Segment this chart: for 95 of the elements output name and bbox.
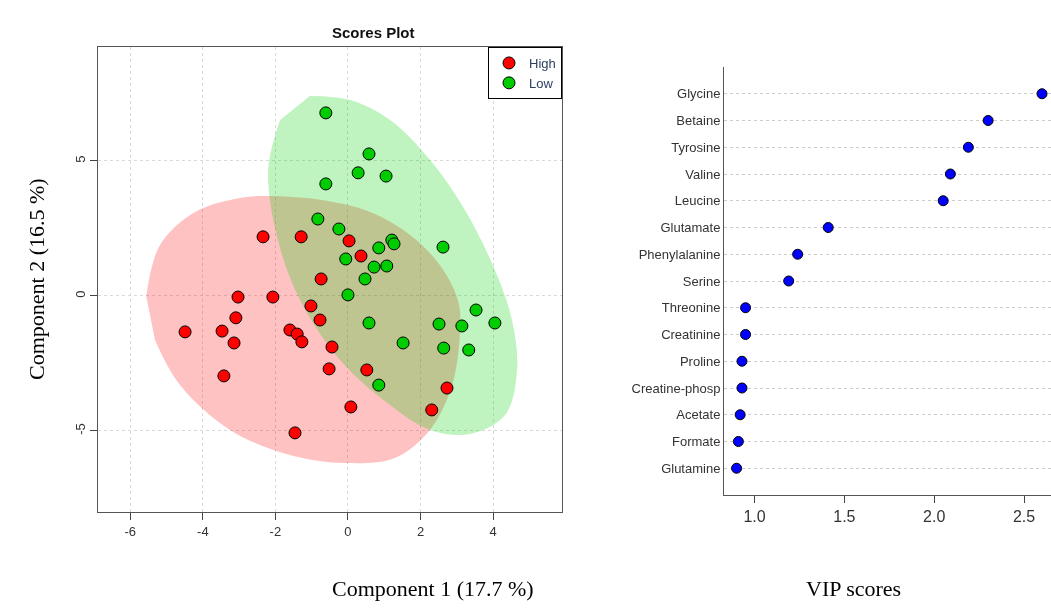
x-tick-label: 2.0: [923, 508, 946, 526]
point: [740, 329, 752, 340]
point: [436, 240, 450, 254]
point: [982, 115, 994, 126]
x-tick-label: -4: [197, 523, 209, 539]
point: [314, 272, 328, 286]
y-tick-label: Acetate: [676, 407, 721, 423]
y-tick-label: Serine: [682, 273, 721, 289]
y-tick-label: Creatine-phosp: [631, 380, 721, 396]
point: [792, 248, 804, 260]
x-axis-title: VIP scores: [806, 576, 902, 601]
point: [295, 335, 309, 349]
legend-label: Low: [529, 75, 554, 91]
point: [462, 343, 476, 357]
point: [178, 325, 192, 339]
point: [344, 400, 358, 414]
y-axis-title: Component 2 (16.5 %): [24, 178, 49, 380]
point: [294, 230, 308, 244]
point: [783, 275, 795, 287]
y-tick-label: Valine: [685, 166, 721, 182]
y-tick-label: Phenylalanine: [638, 246, 721, 262]
point: [937, 195, 949, 207]
point: [354, 249, 368, 263]
point: [488, 316, 502, 330]
y-tick-label: Formate: [671, 434, 721, 450]
y-tick-label: Glutamate: [660, 220, 721, 236]
point: [732, 436, 744, 447]
point: [311, 212, 325, 226]
y-tick-label: Leucine: [674, 193, 721, 209]
point: [325, 340, 339, 354]
point: [372, 378, 386, 392]
point: [342, 234, 356, 248]
y-tick-label: 5: [72, 155, 88, 163]
point: [379, 169, 393, 183]
point: [360, 363, 374, 377]
point: [822, 222, 834, 233]
x-tick-label: 2: [416, 523, 425, 539]
y-tick-label: -5: [72, 423, 88, 435]
point: [339, 252, 353, 266]
y-tick-label: Betaine: [676, 113, 721, 129]
point: [266, 290, 280, 304]
point: [731, 462, 743, 474]
point: [358, 272, 372, 286]
point: [313, 313, 327, 327]
point: [227, 336, 241, 350]
point: [962, 141, 974, 153]
point: [231, 290, 245, 304]
point: [425, 403, 439, 417]
point: [332, 222, 346, 236]
point: [367, 260, 381, 274]
point: [734, 409, 746, 421]
point: [740, 302, 752, 314]
point: [380, 259, 394, 273]
point: [362, 316, 376, 330]
point: [322, 362, 336, 376]
point: [440, 381, 454, 395]
y-tick-label: Glycine: [677, 86, 721, 102]
point: [229, 311, 243, 325]
x-tick-label: 0: [344, 523, 352, 539]
point: [1036, 88, 1048, 100]
point: [288, 426, 302, 440]
point: [387, 237, 401, 251]
point: [217, 369, 231, 383]
y-tick-label: 0: [72, 290, 88, 298]
x-tick-label: 4: [489, 523, 497, 539]
point: [362, 147, 376, 161]
x-tick-label: 1.0: [743, 508, 766, 526]
point: [944, 168, 956, 180]
point: [319, 106, 333, 120]
point: [319, 177, 333, 191]
point: [469, 303, 483, 317]
y-tick-label: Creatinine: [661, 327, 721, 343]
point: [256, 230, 270, 244]
point: [304, 299, 318, 313]
x-tick-label: -6: [124, 523, 137, 539]
point: [341, 288, 355, 302]
chart-title: Scores Plot: [332, 24, 415, 41]
y-tick-label: Proline: [679, 353, 721, 369]
point: [455, 319, 469, 333]
x-tick-label: 1.5: [833, 508, 856, 526]
point: [215, 324, 229, 338]
y-tick-label: Glutamine: [661, 460, 721, 476]
y-tick-label: Tyrosine: [671, 139, 721, 155]
y-tick-label: Threonine: [661, 300, 721, 316]
x-tick-label: 2.5: [1012, 508, 1036, 526]
x-tick-label: -2: [269, 523, 282, 539]
point: [437, 341, 451, 355]
point: [396, 336, 410, 350]
legend-label: High: [529, 56, 556, 72]
point: [372, 241, 386, 255]
point: [736, 355, 748, 367]
point: [432, 317, 446, 331]
point: [736, 382, 748, 394]
x-axis-title: Component 1 (17.7 %): [332, 576, 534, 601]
point: [351, 166, 365, 180]
